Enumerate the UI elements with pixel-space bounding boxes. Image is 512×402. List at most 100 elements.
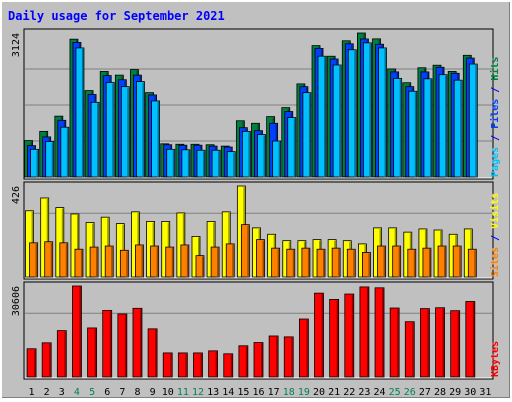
bar-shade (428, 249, 431, 277)
bar-pages-16 (257, 134, 266, 178)
bar-kbytes-26 (404, 321, 415, 378)
panel-border (23, 281, 494, 380)
bar-shade (172, 150, 175, 177)
bar-kbytes-17 (268, 335, 279, 378)
bar-shade (278, 142, 281, 177)
x-tick-label-14: 14 (222, 387, 234, 398)
x-tick-label-31: 31 (479, 387, 491, 398)
bar-shade (155, 329, 157, 377)
bar-shade (232, 244, 234, 277)
chart-title: Daily usage for September 2021 (8, 9, 225, 23)
bar-kbytes-8 (132, 307, 143, 378)
bar-kbytes-3 (56, 330, 67, 378)
bar-sites-2 (44, 241, 54, 278)
bar-shade (46, 198, 49, 277)
x-tick-label-27: 27 (419, 387, 431, 398)
bar-shade (351, 295, 354, 377)
bar-shade (382, 288, 384, 377)
bar-pages-20 (317, 55, 327, 178)
bar-pages-1 (30, 148, 39, 178)
bar-kbytes-21 (329, 298, 340, 378)
bar-shade (187, 150, 190, 177)
bar-shade (185, 353, 187, 377)
bar-kbytes-7 (117, 313, 128, 378)
bar-pages-7 (120, 86, 130, 178)
panel-border (23, 181, 494, 280)
x-tick-label-16: 16 (252, 387, 264, 398)
bar-pages-26 (408, 90, 418, 178)
x-tick-label-22: 22 (343, 387, 355, 398)
bar-shade (109, 311, 112, 377)
x-tick-label-25: 25 (389, 387, 401, 398)
bar-shade (35, 243, 38, 277)
bar-pages-30 (468, 63, 478, 178)
bar-sites-28 (437, 245, 447, 278)
x-tick-label-29: 29 (449, 387, 461, 398)
bar-sites-11 (180, 244, 190, 278)
bar-sites-16 (256, 239, 265, 278)
bar-shade (200, 353, 202, 377)
x-tick-label-20: 20 (313, 387, 325, 398)
panel-hits-files-pages: 3124 Pages / Files / Hits (11, 28, 501, 180)
bar-shade (292, 250, 295, 277)
x-tick-label-23: 23 (358, 387, 370, 398)
bar-sites-8 (135, 244, 144, 278)
bar-shade (217, 248, 219, 277)
bar-pages-12 (196, 149, 206, 178)
series-legend: KBytes (490, 341, 501, 377)
bar-shade (126, 251, 128, 277)
series-legend: Sites / Visits (489, 193, 501, 277)
bar-shade (429, 79, 432, 177)
bar-shade (277, 249, 280, 277)
bar-pages-6 (105, 82, 115, 178)
x-tick-label-8: 8 (134, 387, 140, 398)
bar-shade (321, 294, 324, 377)
bar-shade (50, 242, 53, 277)
series-legend: Pages / Files / Hits (489, 57, 501, 177)
bar-sites-21 (331, 247, 341, 278)
bar-shade (354, 50, 356, 177)
bar-pages-28 (438, 74, 448, 178)
bar-shade (111, 247, 113, 277)
bar-shade (79, 287, 81, 377)
bar-shade (399, 79, 402, 177)
bar-kbytes-9 (147, 328, 158, 378)
bar-shade (398, 247, 401, 277)
bar-shade (445, 75, 447, 177)
bar-pages-2 (45, 141, 55, 178)
bar-shade (127, 87, 129, 177)
bar-pages-19 (302, 92, 312, 178)
bar-sites-17 (271, 247, 281, 278)
legend-part-2: Files (489, 99, 501, 129)
bar-kbytes-22 (344, 293, 355, 378)
bar-shade (215, 351, 218, 377)
bar-shade (414, 92, 417, 177)
bar-shade (66, 128, 69, 177)
bar-sites-23 (362, 252, 371, 278)
bar-sites-9 (150, 245, 159, 278)
y-max-label: 30606 (11, 286, 22, 316)
bar-sites-1 (29, 242, 38, 278)
bar-shade (474, 250, 476, 277)
bar-shade (339, 65, 341, 177)
x-tick-label-19: 19 (298, 387, 310, 398)
bar-pages-21 (332, 64, 342, 178)
x-tick-label-6: 6 (104, 387, 110, 398)
bar-pages-5 (90, 101, 100, 178)
bar-shade (156, 247, 159, 277)
bar-shade (81, 48, 84, 178)
bar-sites-4 (74, 248, 84, 278)
bar-sites-25 (392, 245, 402, 278)
bar-shade (460, 81, 462, 177)
bar-shade (263, 135, 265, 177)
bar-shade (459, 247, 461, 277)
bar-shade (201, 256, 204, 277)
bar-shade (245, 346, 248, 377)
bar-shade (171, 248, 174, 277)
bar-shade (276, 336, 278, 377)
x-tick-label-10: 10 (162, 387, 174, 398)
bar-shade (427, 309, 429, 377)
bar-pages-18 (287, 117, 297, 178)
bar-sites-29 (452, 245, 462, 278)
